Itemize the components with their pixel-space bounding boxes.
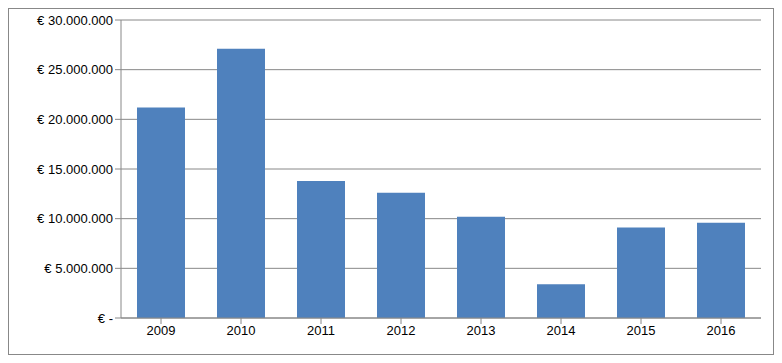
svg-text:€ 10.000.000: € 10.000.000 (37, 211, 113, 226)
svg-text:2012: 2012 (387, 323, 416, 338)
svg-text:€ 20.000.000: € 20.000.000 (37, 112, 113, 127)
svg-text:2015: 2015 (627, 323, 656, 338)
svg-text:2009: 2009 (147, 323, 176, 338)
svg-text:2014: 2014 (547, 323, 576, 338)
svg-text:2016: 2016 (707, 323, 736, 338)
svg-text:2011: 2011 (307, 323, 335, 338)
svg-text:€ 5.000.000: € 5.000.000 (44, 261, 113, 276)
svg-text:€ 25.000.000: € 25.000.000 (37, 62, 113, 77)
svg-text:2010: 2010 (227, 323, 256, 338)
svg-text:€ 15.000.000: € 15.000.000 (37, 162, 113, 177)
svg-text:€ -: € - (98, 311, 113, 326)
svg-text:€ 30.000.000: € 30.000.000 (37, 13, 113, 28)
svg-text:2013: 2013 (467, 323, 496, 338)
